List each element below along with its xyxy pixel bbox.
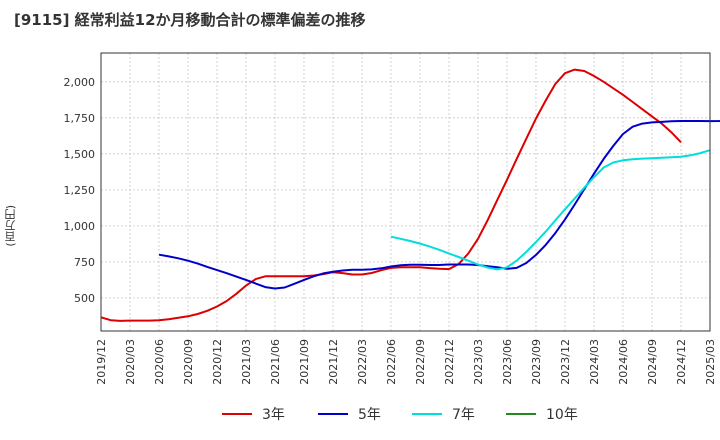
x-tick-label: 2021/06: [269, 339, 282, 385]
chart-title: [9115] 経常利益12か月移動合計の標準偏差の推移: [14, 11, 366, 29]
x-tick-label: 2022/12: [443, 339, 456, 385]
legend-item-7y: 7年: [412, 402, 475, 426]
y-tick-label: 1,500: [64, 148, 96, 161]
x-tick-label: 2022/06: [385, 339, 398, 385]
legend-swatch-7y: [412, 413, 442, 415]
legend-item-5y: 5年: [318, 402, 381, 426]
x-tick-label: 2020/06: [153, 339, 166, 385]
series-line-0: [100, 68, 682, 322]
legend: 3年 5年 7年 10年: [0, 402, 720, 426]
series-line-2: [390, 149, 711, 271]
x-tick-label: 2024/09: [646, 339, 659, 385]
x-tick-label: 2024/03: [588, 339, 601, 385]
x-tick-label: 2024/12: [675, 339, 688, 385]
series-lines: [100, 68, 720, 322]
series-line-1: [158, 119, 720, 290]
x-tick-label: 2022/03: [356, 339, 369, 385]
x-tick-label: 2021/12: [327, 339, 340, 385]
legend-label-3y: 3年: [262, 407, 285, 423]
legend-label-10y: 10年: [546, 407, 578, 423]
x-tick-label: 2020/12: [211, 339, 224, 385]
y-tick-labels: 500 750 1,000 1,250 1,500 1,750 2,000: [64, 76, 96, 305]
x-tick-label: 2023/06: [501, 339, 514, 385]
x-tick-label: 2021/09: [298, 339, 311, 385]
y-tick-label: 1,250: [64, 184, 96, 197]
x-tick-label: 2021/03: [240, 339, 253, 385]
grid-lines: [100, 53, 711, 331]
x-tick-label: 2020/03: [124, 339, 137, 385]
x-tick-label: 2023/09: [530, 339, 543, 385]
x-tick-label: 2024/06: [617, 339, 630, 385]
legend-item-10y: 10年: [506, 402, 578, 426]
y-tick-label: 2,000: [64, 76, 96, 89]
x-tick-label: 2019/12: [95, 339, 108, 385]
x-tick-label: 2020/09: [182, 339, 195, 385]
x-tick-label: 2023/12: [559, 339, 572, 385]
legend-label-7y: 7年: [452, 407, 475, 423]
y-tick-label: 1,750: [64, 112, 96, 125]
y-tick-label: 750: [74, 256, 95, 269]
x-tick-label: 2025/03: [704, 339, 717, 385]
legend-label-5y: 5年: [358, 407, 381, 423]
x-tick-label: 2022/09: [414, 339, 427, 385]
legend-swatch-10y: [506, 413, 536, 415]
x-tick-label: 2023/03: [472, 339, 485, 385]
plot-frame: [100, 52, 711, 332]
y-tick-label: 1,000: [64, 220, 96, 233]
legend-swatch-3y: [222, 413, 252, 415]
y-tick-label: 500: [74, 292, 95, 305]
legend-swatch-5y: [318, 413, 348, 415]
x-tick-labels: 2019/12 2020/03 2020/06 2020/09 2020/12 2021/…: [95, 339, 717, 385]
legend-item-3y: 3年: [222, 402, 285, 426]
